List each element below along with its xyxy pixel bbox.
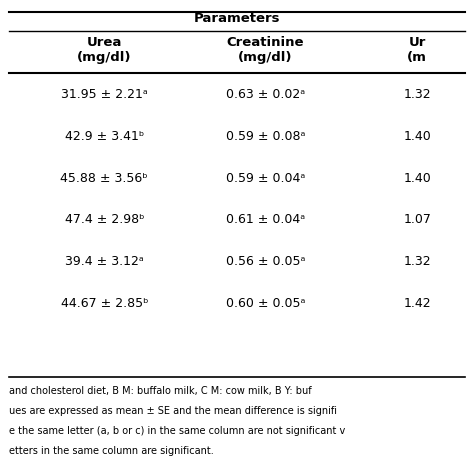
Text: ues are expressed as mean ± SE and the mean difference is signifi: ues are expressed as mean ± SE and the m… xyxy=(9,406,337,416)
Text: Ur
(m: Ur (m xyxy=(407,36,427,64)
Text: 1.32: 1.32 xyxy=(403,255,431,268)
Text: 42.9 ± 3.41ᵇ: 42.9 ± 3.41ᵇ xyxy=(64,130,144,143)
Text: etters in the same column are significant.: etters in the same column are significan… xyxy=(9,446,214,456)
Text: Urea
(mg/dl): Urea (mg/dl) xyxy=(77,36,131,64)
Text: 0.63 ± 0.02ᵃ: 0.63 ± 0.02ᵃ xyxy=(226,88,305,101)
Text: 1.07: 1.07 xyxy=(403,213,431,227)
Text: 39.4 ± 3.12ᵃ: 39.4 ± 3.12ᵃ xyxy=(65,255,144,268)
Text: 0.61 ± 0.04ᵃ: 0.61 ± 0.04ᵃ xyxy=(226,213,305,227)
Text: 0.59 ± 0.04ᵃ: 0.59 ± 0.04ᵃ xyxy=(226,172,305,185)
Text: 44.67 ± 2.85ᵇ: 44.67 ± 2.85ᵇ xyxy=(61,297,148,310)
Text: 0.56 ± 0.05ᵃ: 0.56 ± 0.05ᵃ xyxy=(226,255,305,268)
Text: 45.88 ± 3.56ᵇ: 45.88 ± 3.56ᵇ xyxy=(61,172,148,185)
Text: 0.59 ± 0.08ᵃ: 0.59 ± 0.08ᵃ xyxy=(226,130,305,143)
Text: e the same letter (a, b or c) in the same column are not significant v: e the same letter (a, b or c) in the sam… xyxy=(9,426,346,436)
Text: Parameters: Parameters xyxy=(194,12,280,26)
Text: Creatinine
(mg/dl): Creatinine (mg/dl) xyxy=(227,36,304,64)
Text: 1.42: 1.42 xyxy=(403,297,431,310)
Text: 1.32: 1.32 xyxy=(403,88,431,101)
Text: 47.4 ± 2.98ᵇ: 47.4 ± 2.98ᵇ xyxy=(64,213,144,227)
Text: 1.40: 1.40 xyxy=(403,172,431,185)
Text: 0.60 ± 0.05ᵃ: 0.60 ± 0.05ᵃ xyxy=(226,297,305,310)
Text: 31.95 ± 2.21ᵃ: 31.95 ± 2.21ᵃ xyxy=(61,88,148,101)
Text: 1.40: 1.40 xyxy=(403,130,431,143)
Text: and cholesterol diet, B M: buffalo milk, C M: cow milk, B Y: buf: and cholesterol diet, B M: buffalo milk,… xyxy=(9,386,312,396)
